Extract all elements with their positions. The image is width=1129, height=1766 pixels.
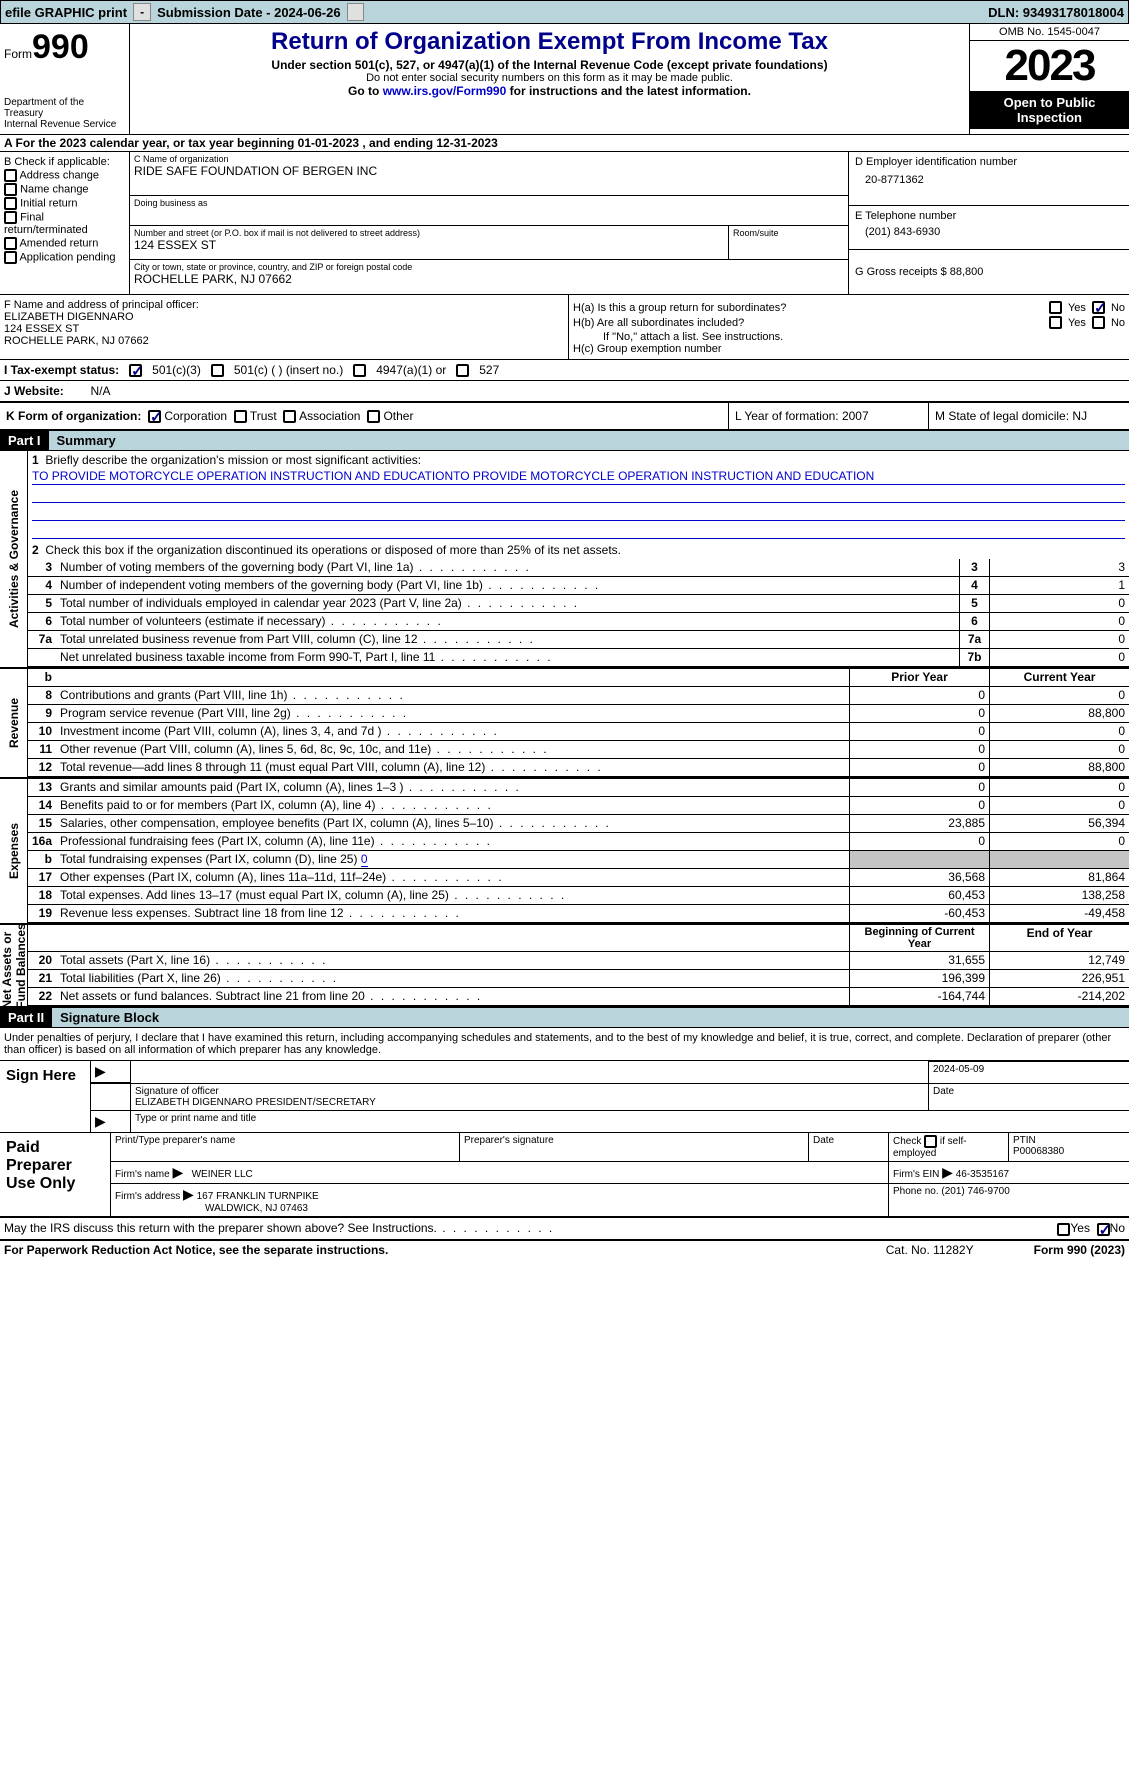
form-subtitle: Under section 501(c), 527, or 4947(a)(1)… bbox=[134, 58, 965, 72]
firm-ein: 46-3535167 bbox=[956, 1169, 1009, 1180]
ssn-warning: Do not enter social security numbers on … bbox=[134, 72, 965, 84]
year-formation: L Year of formation: 2007 bbox=[729, 403, 929, 429]
checkbox-initial-return[interactable] bbox=[4, 197, 17, 210]
org-name: RIDE SAFE FOUNDATION OF BERGEN INC bbox=[134, 164, 844, 178]
form-title: Return of Organization Exempt From Incom… bbox=[134, 28, 965, 56]
checkbox-address-change[interactable] bbox=[4, 169, 17, 182]
checkbox-self-employed[interactable] bbox=[924, 1135, 937, 1148]
checkbox-other[interactable] bbox=[367, 410, 380, 423]
mission-text: TO PROVIDE MOTORCYCLE OPERATION INSTRUCT… bbox=[32, 469, 1125, 485]
firm-addr: 167 FRANKLIN TURNPIKE bbox=[197, 1191, 319, 1202]
column-b-checkboxes: B Check if applicable: Address change Na… bbox=[0, 152, 130, 294]
checkbox-final-return[interactable] bbox=[4, 211, 17, 224]
checkbox-name-change[interactable] bbox=[4, 183, 17, 196]
officer-name: ELIZABETH DIGENNARO bbox=[4, 311, 564, 323]
row-i-tax-status: I Tax-exempt status: 501(c)(3) 501(c) ( … bbox=[0, 360, 1129, 381]
part2-header: Part II bbox=[0, 1008, 52, 1027]
state-domicile: M State of legal domicile: NJ bbox=[929, 403, 1129, 429]
checkbox-assoc[interactable] bbox=[283, 410, 296, 423]
signature-declaration: Under penalties of perjury, I declare th… bbox=[0, 1028, 1129, 1061]
form-ref: Form 990 (2023) bbox=[1034, 1243, 1125, 1257]
cat-no: Cat. No. 11282Y bbox=[886, 1243, 974, 1257]
paperwork-notice: For Paperwork Reduction Act Notice, see … bbox=[4, 1243, 388, 1257]
form-word: Form bbox=[4, 47, 32, 61]
print-button[interactable]: - bbox=[133, 3, 151, 21]
checkbox-ha-yes[interactable] bbox=[1049, 301, 1062, 314]
street-address: 124 ESSEX ST bbox=[134, 238, 724, 252]
checkbox-discuss-yes[interactable] bbox=[1057, 1223, 1070, 1236]
submission-date: Submission Date - 2024-06-26 bbox=[157, 5, 341, 20]
phone: (201) 843-6930 bbox=[855, 226, 1123, 238]
dept-treasury: Department of the Treasury Internal Reve… bbox=[4, 97, 125, 130]
firm-name: WEINER LLC bbox=[192, 1169, 253, 1180]
vlabel-revenue: Revenue bbox=[7, 698, 21, 748]
form-header: Form990 Department of the Treasury Inter… bbox=[0, 24, 1129, 135]
row-j-website: J Website: N/A bbox=[0, 381, 1129, 403]
arrow-icon: ▶ bbox=[95, 1113, 106, 1129]
checkbox-501c3[interactable] bbox=[129, 364, 142, 377]
vlabel-netassets: Net Assets or Fund Balances bbox=[0, 923, 28, 1008]
checkbox-corp[interactable] bbox=[148, 410, 161, 423]
public-inspection: Open to Public Inspection bbox=[970, 91, 1129, 129]
vlabel-governance: Activities & Governance bbox=[7, 490, 21, 628]
checkbox-trust[interactable] bbox=[234, 410, 247, 423]
checkbox-discuss-no[interactable] bbox=[1097, 1223, 1110, 1236]
checkbox-4947[interactable] bbox=[353, 364, 366, 377]
ptin: P00068380 bbox=[1013, 1146, 1064, 1157]
sign-here-label: Sign Here bbox=[0, 1061, 90, 1132]
irs-link[interactable]: www.irs.gov/Form990 bbox=[383, 84, 507, 98]
paid-preparer-label: Paid Preparer Use Only bbox=[0, 1133, 110, 1216]
checkbox-501c[interactable] bbox=[211, 364, 224, 377]
checkbox-hb-no[interactable] bbox=[1092, 316, 1105, 329]
checkbox-527[interactable] bbox=[456, 364, 469, 377]
dln: DLN: 93493178018004 bbox=[988, 5, 1124, 20]
date-button[interactable] bbox=[347, 3, 364, 21]
vlabel-expenses: Expenses bbox=[7, 823, 21, 879]
gross-receipts: 88,800 bbox=[950, 266, 984, 278]
city-state-zip: ROCHELLE PARK, NJ 07662 bbox=[134, 272, 844, 286]
firm-phone: (201) 746-9700 bbox=[941, 1186, 1009, 1197]
discuss-row: May the IRS discuss this return with the… bbox=[0, 1218, 1129, 1240]
checkbox-app-pending[interactable] bbox=[4, 251, 17, 264]
checkbox-hb-yes[interactable] bbox=[1049, 316, 1062, 329]
part1-header: Part I bbox=[0, 431, 49, 450]
omb-number: OMB No. 1545-0047 bbox=[970, 24, 1129, 41]
row-k-form-org: K Form of organization: Corporation Trus… bbox=[0, 403, 729, 429]
form-number: 990 bbox=[32, 28, 89, 66]
checkbox-ha-no[interactable] bbox=[1092, 301, 1105, 314]
efile-label: efile GRAPHIC print bbox=[5, 5, 127, 20]
officer-signature: ELIZABETH DIGENNARO PRESIDENT/SECRETARY bbox=[135, 1097, 376, 1108]
arrow-icon: ▶ bbox=[95, 1063, 106, 1079]
ein: 20-8771362 bbox=[855, 174, 1123, 186]
website: N/A bbox=[90, 384, 110, 398]
fundraising-total[interactable]: 0 bbox=[361, 852, 368, 867]
sign-date: 2024-05-09 bbox=[929, 1061, 1129, 1083]
row-a-tax-year: A For the 2023 calendar year, or tax yea… bbox=[0, 135, 1129, 152]
top-bar: efile GRAPHIC print - Submission Date - … bbox=[0, 0, 1129, 24]
checkbox-amended[interactable] bbox=[4, 237, 17, 250]
tax-year: 2023 bbox=[970, 41, 1129, 91]
